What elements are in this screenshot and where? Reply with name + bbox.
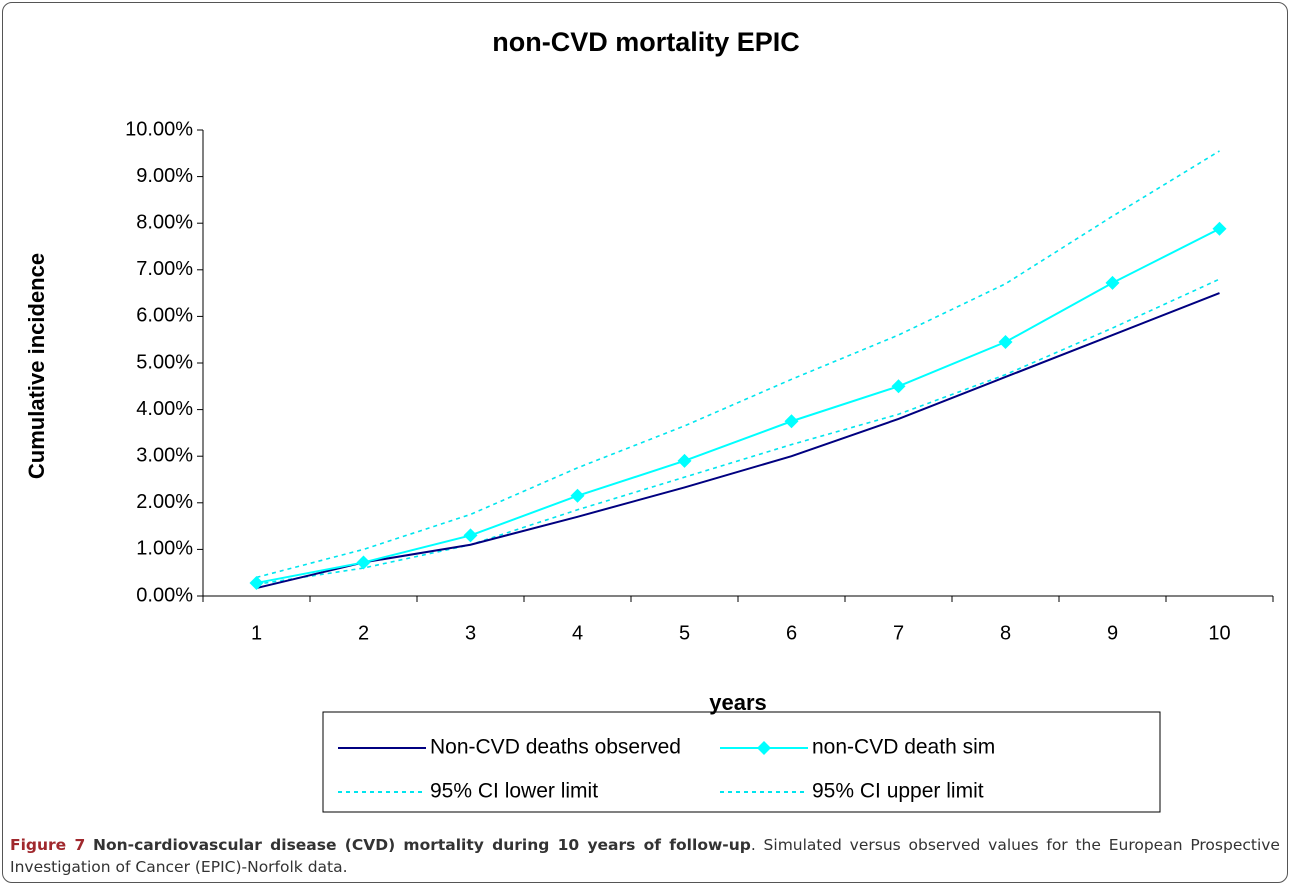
y-axis-label: Cumulative incidence xyxy=(24,253,49,479)
x-tick-label: 1 xyxy=(251,622,262,644)
series-line xyxy=(256,150,1220,579)
x-tick-label: 9 xyxy=(1107,622,1118,644)
x-tick-label: 5 xyxy=(679,622,690,644)
x-axis-label: years xyxy=(709,690,767,715)
series-line xyxy=(256,292,1220,590)
data-point xyxy=(998,335,1013,350)
y-tick-label: 1.00% xyxy=(136,538,193,560)
legend-label: 95% CI lower limit xyxy=(430,780,598,803)
x-tick-label: 10 xyxy=(1208,622,1230,644)
data-point xyxy=(891,379,906,394)
x-tick-label: 6 xyxy=(786,622,797,644)
caption: Figure 7 Non-cardiovascular disease (CVD… xyxy=(10,834,1280,878)
y-tick-label: 9.00% xyxy=(136,165,193,187)
caption-label: Figure 7 xyxy=(10,836,86,854)
legend-box xyxy=(322,711,1161,813)
data-point xyxy=(249,575,264,590)
y-tick-label: 6.00% xyxy=(136,305,193,327)
data-point xyxy=(677,453,692,468)
series-line xyxy=(256,278,1220,586)
chart-title: non-CVD mortality EPIC xyxy=(492,27,800,57)
legend-label: non-CVD death sim xyxy=(812,736,995,759)
legend-label: Non-CVD deaths observed xyxy=(430,736,681,759)
x-tick-label: 3 xyxy=(465,622,476,644)
data-point xyxy=(1212,221,1227,236)
data-point xyxy=(463,528,478,543)
data-point xyxy=(570,488,585,503)
y-tick-label: 3.00% xyxy=(136,444,193,466)
y-tick-label: 10.00% xyxy=(125,118,193,140)
y-tick-label: 5.00% xyxy=(136,351,193,373)
caption-title: Non-cardiovascular disease (CVD) mortali… xyxy=(93,836,751,854)
series-line xyxy=(256,227,1220,584)
x-tick-label: 8 xyxy=(1000,622,1011,644)
legend-marker xyxy=(757,741,771,755)
data-point xyxy=(1105,275,1120,290)
y-tick-label: 4.00% xyxy=(136,398,193,420)
x-tick-label: 4 xyxy=(572,622,583,644)
legend-label: 95% CI upper limit xyxy=(812,780,984,803)
caption-text: . Simulated versus observed values for t… xyxy=(10,836,1280,876)
x-tick-label: 7 xyxy=(893,622,904,644)
y-tick-label: 8.00% xyxy=(136,211,193,233)
y-tick-label: 0.00% xyxy=(136,584,193,606)
y-tick-label: 2.00% xyxy=(136,491,193,513)
data-point xyxy=(356,555,371,570)
chart: non-CVD mortality EPIC Cumulative incide… xyxy=(24,27,1274,813)
data-point xyxy=(784,414,799,429)
y-tick-label: 7.00% xyxy=(136,258,193,280)
x-tick-label: 2 xyxy=(358,622,369,644)
